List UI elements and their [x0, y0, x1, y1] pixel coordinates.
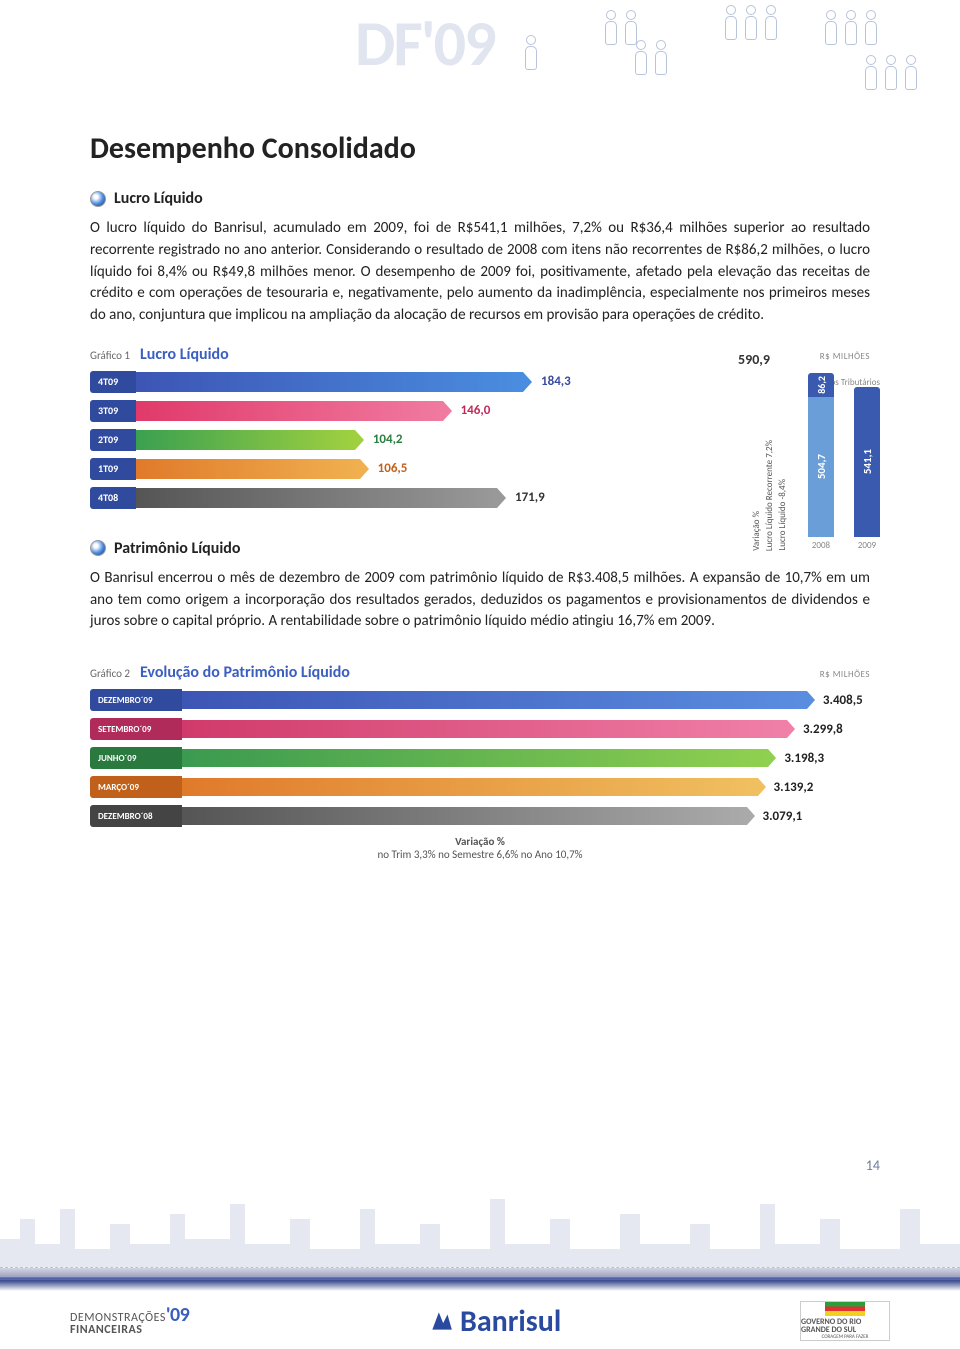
bar-label: DEZEMBRO´09: [90, 689, 182, 711]
bar-value: 184,3: [541, 374, 571, 389]
skyline-decor: [0, 1189, 960, 1269]
bar-value: 3.139,2: [774, 780, 814, 795]
chart1-title: Lucro Líquido: [140, 345, 229, 364]
chart1: Gráfico 1 Lucro Líquido R$ MILHÕES 590,9…: [90, 345, 870, 509]
bar-label: JUNHO´09: [90, 747, 182, 769]
bar-fill: [182, 807, 747, 825]
demonstracoes-logo: DEMONSTRAÇÕES'09 FINANCEIRAS: [70, 1306, 189, 1336]
bar-fill: [136, 488, 497, 508]
chart1-vertical-bars: Variação % Lucro Líquido Recorrente 7,2%…: [752, 351, 880, 551]
chart2-bar-row: DEZEMBRO´08 3.079,1: [90, 805, 870, 827]
banrisul-icon: [428, 1308, 454, 1334]
bar-value: 171,9: [515, 490, 545, 505]
bar-fill: [136, 430, 355, 450]
bar-value: 3.198,3: [784, 751, 824, 766]
chart2-prefix: Gráfico 2: [90, 667, 130, 680]
bar-fill: [182, 720, 787, 738]
bar-value: 3.408,5: [823, 693, 863, 708]
bar-label: 4T09: [90, 371, 136, 393]
lucro-paragraph: O lucro líquido do Banrisul, acumulado e…: [90, 218, 870, 327]
bullet-icon: [90, 540, 106, 556]
bar-fill: [182, 691, 807, 709]
bar-label: SETEMBRO´09: [90, 718, 182, 740]
var-l2: Lucro Líquido -8,4%: [778, 479, 788, 551]
bar-value: 3.079,1: [763, 809, 803, 824]
bullet-icon: [90, 191, 106, 207]
rio-grande-badge: GOVERNO DO RIO GRANDE DO SUL CORAGEM PAR…: [800, 1301, 890, 1341]
section-heading-lucro: Lucro Líquido: [90, 189, 870, 208]
chart2: Gráfico 2 Evolução do Patrimônio Líquido…: [90, 663, 870, 861]
chart2-bar-row: JUNHO´09 3.198,3: [90, 747, 870, 769]
bar-value: 146,0: [461, 403, 491, 418]
patrimonio-paragraph: O Banrisul encerrou o mês de dezembro de…: [90, 568, 870, 633]
chart1-bar-row: 3T09 146,0: [90, 400, 690, 422]
chart2-variation-line: Variação % no Trim 3,3% no Semestre 6,6%…: [90, 835, 870, 861]
chart1-bar-row: 2T09 104,2: [90, 429, 690, 451]
var-l1: Lucro Líquido Recorrente 7,2%: [765, 440, 775, 551]
chart1-prefix: Gráfico 1: [90, 349, 130, 362]
chart2-title: Evolução do Patrimônio Líquido: [140, 663, 350, 682]
bar-label: 4T08: [90, 487, 136, 509]
chart1-bar-row: 4T08 171,9: [90, 487, 690, 509]
bar-fill: [182, 749, 768, 767]
bar-value: 106,5: [378, 461, 408, 476]
heading-label: Lucro Líquido: [114, 189, 203, 208]
bar-fill: [182, 778, 758, 796]
chart1-bar-row: 1T09 106,5: [90, 458, 690, 480]
bar-label: DEZEMBRO´08: [90, 805, 182, 827]
bar-fill: [136, 401, 443, 421]
heading-label: Patrimônio Líquido: [114, 539, 240, 558]
page-content: Desempenho Consolidado Lucro Líquido O l…: [0, 0, 960, 861]
bar-fill: [136, 372, 523, 392]
banrisul-logo: Banrisul: [428, 1303, 561, 1340]
bar-label: 1T09: [90, 458, 136, 480]
chart2-bar-row: SETEMBRO´09 3.299,8: [90, 718, 870, 740]
bar-label: MARÇO´09: [90, 776, 182, 798]
bar-value: 3.299,8: [803, 722, 843, 737]
chart2-unit: R$ MILHÕES: [820, 669, 870, 680]
footer: DEMONSTRAÇÕES'09 FINANCEIRAS Banrisul GO…: [0, 1189, 960, 1349]
page-title: Desempenho Consolidado: [90, 130, 870, 167]
var-title: Variação %: [752, 511, 762, 551]
footer-stripe: [0, 1267, 960, 1291]
bar-value: 104,2: [373, 432, 403, 447]
bar-label: 3T09: [90, 400, 136, 422]
bar-fill: [136, 459, 360, 479]
page-number: 14: [866, 1157, 880, 1174]
chart2-bar-row: MARÇO´09 3.139,2: [90, 776, 870, 798]
chart1-bar-row: 4T09 184,3: [90, 371, 690, 393]
bar-label: 2T09: [90, 429, 136, 451]
rs-flag-icon: [825, 1302, 865, 1316]
chart2-bar-row: DEZEMBRO´09 3.408,5: [90, 689, 870, 711]
